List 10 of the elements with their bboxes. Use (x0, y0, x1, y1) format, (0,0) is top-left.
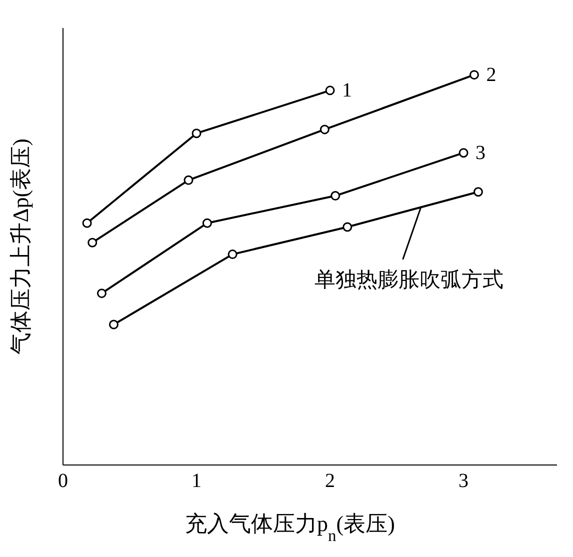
series-label: 1 (342, 79, 352, 102)
series-label: 3 (476, 142, 486, 164)
x-tick-label: 0 (58, 470, 68, 492)
series-label: 2 (486, 64, 496, 86)
x-tick-label: 2 (325, 470, 336, 492)
x-tick-label: 3 (458, 470, 469, 492)
x-tick-label: 1 (192, 470, 202, 492)
annotation: 单独热膨胀吹弧方式 (314, 267, 504, 292)
x-axis-title: 充入气体压力p$_{n}$(表压) (185, 511, 395, 544)
y-axis-title: 气体压力上升Δp(表压) (8, 138, 33, 354)
